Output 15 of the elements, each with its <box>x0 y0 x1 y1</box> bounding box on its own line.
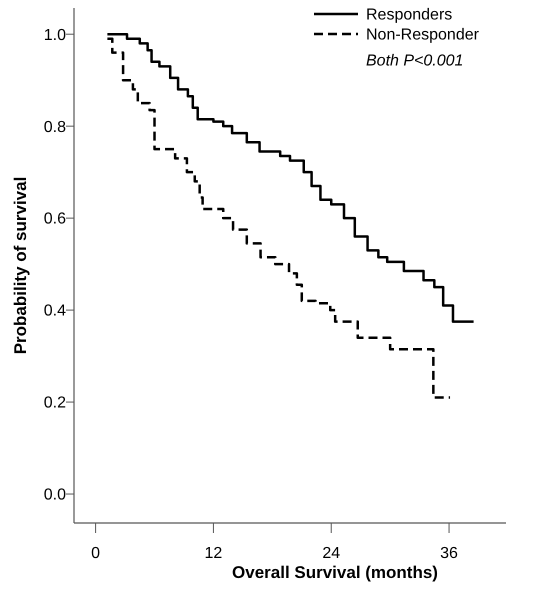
legend-label: Responders <box>366 6 452 24</box>
y-tick-label: 0.2 <box>44 394 66 412</box>
y-tick-label: 0.8 <box>44 118 66 136</box>
y-tick-label: 0.4 <box>44 302 66 320</box>
x-tick-label: 0 <box>91 545 100 562</box>
y-axis-title: Probability of survival <box>11 176 30 354</box>
legend-label: Non-Responder <box>366 26 480 44</box>
x-axis-title: Overall Survival (months) <box>232 563 438 582</box>
y-tick-label: 0.0 <box>44 486 66 504</box>
annotation: Both P<0.001 <box>366 52 464 70</box>
y-tick-label: 1.0 <box>44 26 66 44</box>
x-tick-label: 24 <box>322 545 340 562</box>
x-tick-label: 12 <box>204 545 222 562</box>
y-tick-label: 0.6 <box>44 210 66 228</box>
x-tick-label: 36 <box>440 545 458 562</box>
